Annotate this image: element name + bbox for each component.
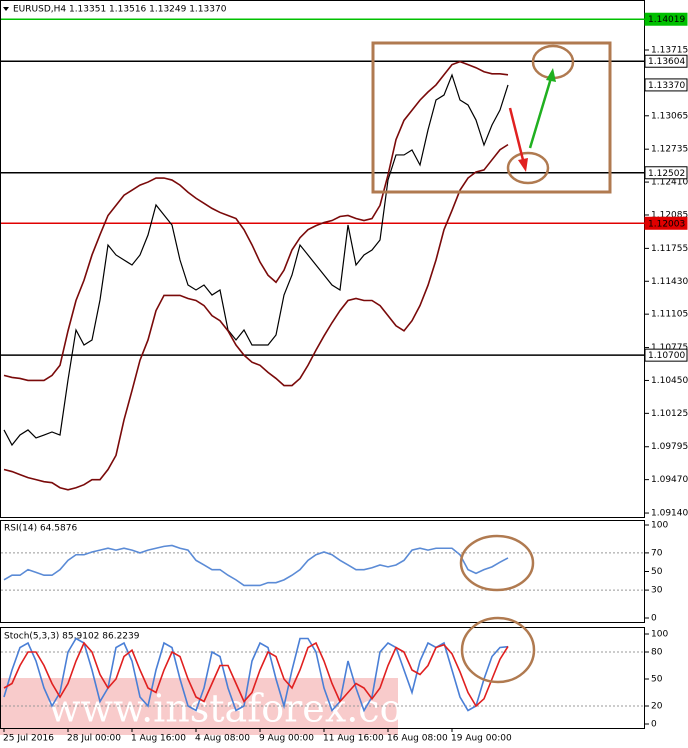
series-line xyxy=(3,143,509,491)
y-tick-label: 80 xyxy=(651,648,663,658)
circle-annotation xyxy=(459,534,535,592)
y-tick-label: 100 xyxy=(651,521,668,531)
y-tick-label: 30 xyxy=(651,586,663,596)
level-label-box xyxy=(644,54,688,68)
watermark: www.instaforex.com xyxy=(48,687,439,731)
y-tick-label: 1.10450 xyxy=(651,376,688,386)
circle-annotation xyxy=(506,151,550,185)
y-tick-label: 50 xyxy=(651,675,663,685)
y-tick-label: 1.12410 xyxy=(651,178,688,188)
y-tick-label: 1.11755 xyxy=(651,244,688,254)
y-tick-label: 1.11105 xyxy=(651,310,688,320)
x-tick-label: 16 Aug 08:00 xyxy=(387,734,448,744)
y-tick-label: 1.12085 xyxy=(651,210,688,220)
level-label: 1.13604 xyxy=(648,57,685,67)
last-price-box xyxy=(644,78,688,92)
x-tick-label: 19 Aug 00:00 xyxy=(451,734,512,744)
x-tick-label: 9 Aug 00:00 xyxy=(259,734,314,744)
rsi-panel xyxy=(0,520,645,623)
arrow-up xyxy=(528,77,553,149)
level-label-box xyxy=(644,12,688,26)
circle-annotation xyxy=(460,616,536,684)
x-tick-label: 28 Jul 00:00 xyxy=(67,734,121,744)
y-tick-label: 1.12735 xyxy=(651,145,688,155)
level-label: 1.12003 xyxy=(648,219,685,229)
menu-icon xyxy=(3,7,9,11)
y-tick-label: 1.10125 xyxy=(651,409,688,419)
box-annotation xyxy=(371,41,612,194)
y-tick-label: 1.13065 xyxy=(651,111,688,121)
arrow-down xyxy=(508,107,526,165)
y-tick-label: 1.09470 xyxy=(651,475,688,485)
y-tick-label: 0 xyxy=(651,720,657,730)
annotations xyxy=(371,41,612,684)
y-tick-label: 1.13715 xyxy=(651,45,688,55)
y-tick-label: 50 xyxy=(651,567,663,577)
y-tick-label: 70 xyxy=(651,548,663,558)
y-tick-label: 1.11430 xyxy=(651,277,688,287)
level-label-box xyxy=(644,166,688,180)
level-label-box xyxy=(644,216,688,230)
arrow-head xyxy=(518,158,528,172)
y-tick-label: 1.10775 xyxy=(651,343,688,353)
level-label: 1.10700 xyxy=(648,351,685,361)
x-tick-label: 11 Aug 16:00 xyxy=(323,734,384,744)
x-tick-label: 25 Jul 2016 xyxy=(3,734,54,744)
series-line xyxy=(3,637,509,713)
series-line xyxy=(3,641,509,708)
x-tick-label: 1 Aug 16:00 xyxy=(131,734,186,744)
rsi-title: RSI(14) 64.5876 xyxy=(4,524,77,534)
stoch-panel xyxy=(0,627,645,729)
main-panel xyxy=(0,0,645,518)
y-tick-label: 0 xyxy=(651,614,657,624)
series-line xyxy=(3,60,509,382)
y-tick-label: 100 xyxy=(651,630,668,640)
last-price-label: 1.13370 xyxy=(648,81,685,91)
y-tick-label: 20 xyxy=(651,702,663,712)
level-label: 1.14019 xyxy=(648,15,685,25)
arrow-head xyxy=(546,68,556,82)
level-label: 1.12502 xyxy=(648,169,685,179)
x-tick-label: 4 Aug 08:00 xyxy=(195,734,250,744)
level-label-box xyxy=(644,348,688,362)
series-line xyxy=(3,73,509,447)
stoch-title: Stoch(5,3,3) 85.9102 86.2239 xyxy=(4,632,140,642)
series-line xyxy=(3,544,509,587)
y-tick-label: 1.09795 xyxy=(651,442,688,452)
chart-title: EURUSD,H4 1.13351 1.13516 1.13249 1.1337… xyxy=(13,5,227,15)
y-tick-label: 1.09140 xyxy=(651,509,688,519)
